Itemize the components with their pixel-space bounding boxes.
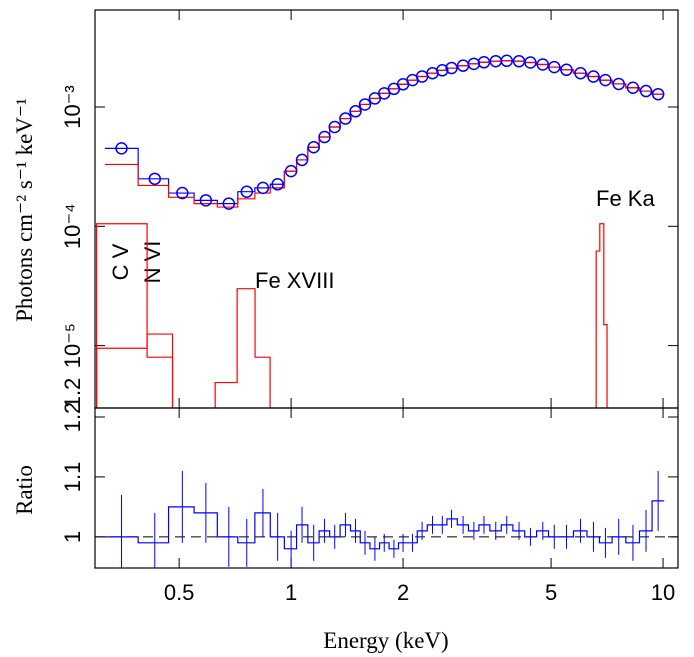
x-tick-label: 10 [651, 580, 675, 605]
annotation: Fe XVIII [255, 268, 334, 293]
data-point [256, 181, 270, 195]
data-point [587, 70, 600, 83]
data-point [115, 142, 128, 155]
annotation: Fe Ka [596, 186, 655, 211]
data-point [612, 77, 625, 91]
data-point [176, 186, 189, 200]
step-line [104, 60, 665, 205]
y-tick-label: 1.1 [60, 462, 85, 493]
component-line [96, 333, 174, 408]
data-point [271, 178, 284, 191]
annotation: C V [108, 243, 133, 280]
y-axis-label: Photons cm⁻² s⁻¹ keV⁻¹ [12, 98, 37, 322]
data-point [284, 164, 298, 178]
data-point [222, 197, 236, 210]
data-point [536, 58, 550, 71]
data-point [477, 56, 491, 69]
data-point [599, 73, 612, 87]
data-point [148, 172, 162, 186]
plot-frame [94, 9, 679, 409]
data-point [328, 120, 341, 134]
x-tick-label: 0.5 [164, 580, 195, 605]
y-tick-label: 10⁻³ [60, 85, 85, 128]
data-point [307, 140, 320, 154]
data-point [574, 66, 587, 80]
stray-label: 1.2 [60, 378, 85, 409]
data-point [524, 56, 537, 69]
y-tick-label: 10⁻⁵ [60, 323, 85, 368]
data-point [199, 194, 213, 207]
y-tick-label: 1 [60, 531, 85, 543]
data-point [368, 92, 382, 105]
data-point [358, 98, 372, 111]
y-tick-label: 1.2 [60, 402, 85, 433]
component-line [595, 223, 608, 408]
data-point [349, 105, 362, 118]
y-axis-label: Ratio [12, 465, 37, 515]
data-point [548, 60, 561, 74]
data-point [639, 84, 653, 98]
plot-frame [94, 407, 679, 569]
ratio-step [104, 500, 665, 550]
data-point [318, 130, 331, 144]
component-line [214, 288, 271, 408]
x-tick-label: 1 [285, 580, 297, 605]
y-tick-label: 10⁻⁴ [60, 204, 85, 250]
x-axis-label: Energy (keV) [323, 628, 448, 653]
data-point [295, 153, 309, 167]
data-point [339, 112, 352, 125]
data-point [500, 54, 513, 68]
data-point [651, 87, 665, 101]
data-point [436, 64, 449, 77]
data-point [240, 185, 254, 198]
x-tick-label: 5 [545, 580, 557, 605]
data-point [445, 61, 458, 75]
data-point [560, 63, 573, 77]
data-point [626, 81, 640, 94]
x-tick-label: 2 [397, 580, 409, 605]
step-line [104, 60, 665, 208]
annotation: N VI [140, 241, 165, 284]
